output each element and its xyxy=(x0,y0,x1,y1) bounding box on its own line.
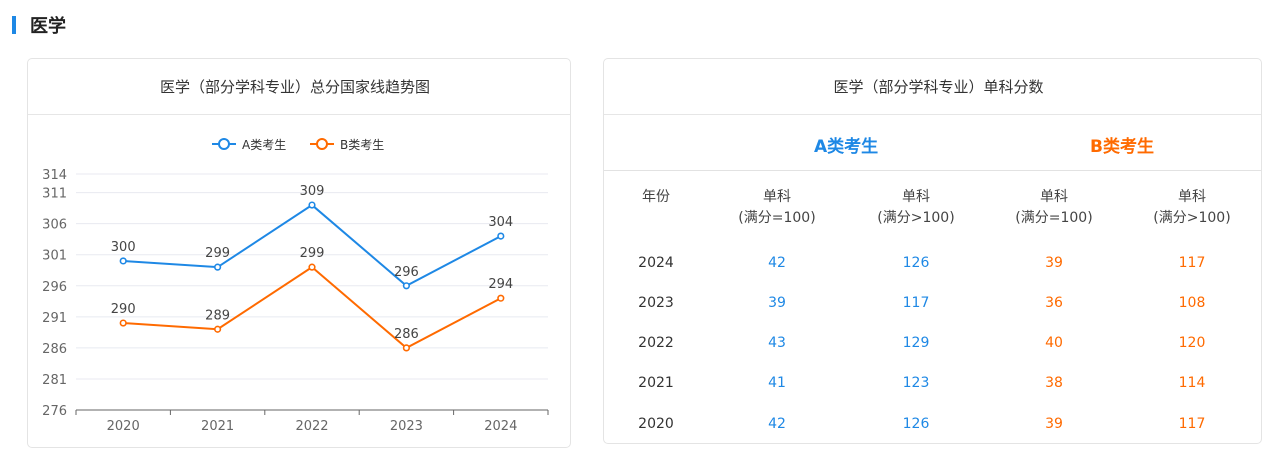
data-point xyxy=(308,263,316,271)
group-b-label: B类考生 xyxy=(1090,137,1154,157)
x-tick-label: 2021 xyxy=(201,419,234,434)
data-label: 299 xyxy=(300,246,325,261)
section-header: 医学 xyxy=(12,12,66,38)
section-title: 医学 xyxy=(30,16,66,37)
table-header-cell: 单科 (满分>100) xyxy=(1153,187,1230,229)
data-label: 309 xyxy=(300,184,325,199)
table-score-cell: 38 xyxy=(1045,375,1063,391)
table-score-cell: 39 xyxy=(1045,255,1063,271)
series-line xyxy=(123,265,502,350)
trend-chart-card: 医学（部分学科专业）总分国家线趋势图 276 281 286 291 296 301 306… xyxy=(27,58,571,448)
data-label: 304 xyxy=(488,215,513,230)
data-label: 296 xyxy=(394,265,419,280)
data-point xyxy=(402,344,411,352)
table-score-cell: 114 xyxy=(1178,375,1206,391)
table-year-cell: 2021 xyxy=(638,375,674,391)
data-point xyxy=(308,201,316,209)
table-title-bar: 医学（部分学科专业）单科分数 xyxy=(604,59,1261,115)
header-line1: 单科 xyxy=(762,189,791,205)
header-line2: (满分=100) xyxy=(1015,210,1093,226)
chart-title-bar: 医学（部分学科专业）总分国家线趋势图 xyxy=(28,59,570,115)
score-table-card: 医学（部分学科专业）单科分数 A类考生 B类考生 年份 单科 (满分=100) 单科 (… xyxy=(603,58,1262,444)
table-year-cell: 2024 xyxy=(638,255,674,271)
header-line1: 单科 xyxy=(1039,189,1068,205)
table-score-cell: 117 xyxy=(902,295,930,311)
x-tick-label: 2020 xyxy=(107,419,140,434)
table-score-cell: 120 xyxy=(1178,335,1206,351)
table-score-cell: 42 xyxy=(768,255,786,271)
table-year-cell: 2022 xyxy=(638,335,674,351)
legend-label: A类考生 xyxy=(242,138,286,152)
chart-title: 医学（部分学科专业）总分国家线趋势图 xyxy=(159,78,430,96)
data-point xyxy=(214,263,222,271)
table-score-cell: 126 xyxy=(902,255,930,271)
data-point xyxy=(119,257,127,265)
y-tick-label: 291 xyxy=(42,311,67,326)
y-tick-label: 276 xyxy=(42,404,67,419)
table-header-cell: 单科 (满分>100) xyxy=(877,187,954,229)
table-score-cell: 129 xyxy=(902,335,930,351)
data-point xyxy=(402,282,411,290)
y-tick-label: 314 xyxy=(42,168,67,183)
data-label: 290 xyxy=(111,302,136,317)
table-score-cell: 36 xyxy=(1045,295,1063,311)
table-header-cell: 单科 (满分=100) xyxy=(1015,187,1092,229)
legend-label: B类考生 xyxy=(340,138,384,152)
table-score-cell: 117 xyxy=(1178,255,1206,271)
y-tick-label: 286 xyxy=(42,342,67,357)
x-tick-label: 2024 xyxy=(484,419,517,434)
y-tick-label: 311 xyxy=(42,187,67,202)
data-label: 300 xyxy=(111,240,136,255)
y-tick-label: 296 xyxy=(42,280,67,295)
table-score-cell: 43 xyxy=(768,335,786,351)
table-score-cell: 126 xyxy=(902,416,930,432)
table-title: 医学（部分学科专业）单科分数 xyxy=(833,78,1044,96)
data-label: 299 xyxy=(205,246,230,261)
table-score-cell: 39 xyxy=(1045,416,1063,432)
table-score-cell: 108 xyxy=(1178,295,1206,311)
y-tick-label: 301 xyxy=(42,249,67,264)
table-header-cell: 单科 (满分=100) xyxy=(738,187,815,229)
group-header-row: A类考生 B类考生 xyxy=(604,114,1261,171)
header-line2: (满分>100) xyxy=(1153,210,1231,226)
data-label: 286 xyxy=(394,327,419,342)
trend-line-chart: 276 281 286 291 296 301 306 311 314 2020 2021 2022 2… xyxy=(42,138,549,434)
data-label: 294 xyxy=(488,277,513,292)
table-year-cell: 2023 xyxy=(638,295,674,311)
x-tick-label: 2022 xyxy=(295,419,328,434)
data-point xyxy=(119,319,127,327)
data-point xyxy=(497,294,505,302)
table-score-cell: 41 xyxy=(768,375,786,391)
data-point xyxy=(214,325,222,333)
section-accent-bar xyxy=(12,16,16,34)
table-year-cell: 2020 xyxy=(638,416,674,432)
table-score-cell: 42 xyxy=(768,416,786,432)
legend-swatch-marker xyxy=(316,138,328,150)
header-line2: (满分=100) xyxy=(738,210,816,226)
header-line1: 年份 xyxy=(642,189,670,205)
y-tick-label: 306 xyxy=(42,218,67,233)
data-label: 289 xyxy=(205,308,230,323)
legend-swatch-marker xyxy=(218,138,230,150)
y-tick-label: 281 xyxy=(42,373,67,388)
table-score-cell: 117 xyxy=(1178,416,1206,432)
table-score-cell: 123 xyxy=(902,375,930,391)
table-score-cell: 40 xyxy=(1045,335,1063,351)
header-line1: 单科 xyxy=(1177,189,1206,205)
group-a-label: A类考生 xyxy=(814,137,879,157)
header-line1: 单科 xyxy=(901,189,930,205)
data-point xyxy=(497,232,505,240)
x-tick-label: 2023 xyxy=(390,419,423,434)
header-line2: (满分>100) xyxy=(877,210,955,226)
table-header-cell: 年份 xyxy=(642,187,670,208)
table-score-cell: 39 xyxy=(768,295,786,311)
